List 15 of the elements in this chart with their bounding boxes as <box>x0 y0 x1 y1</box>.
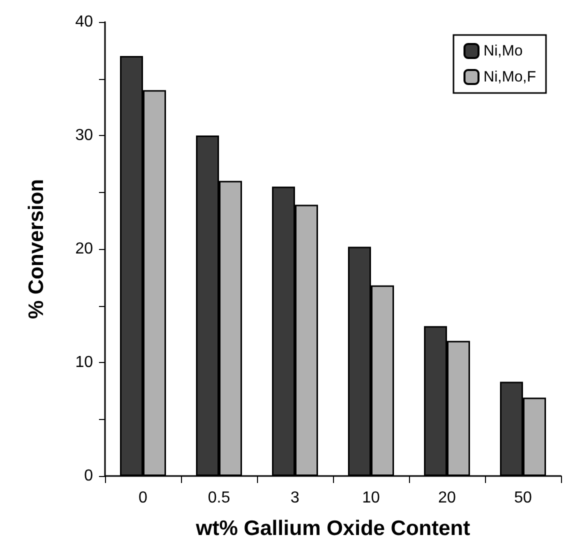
x-tick-label: 3 <box>290 490 300 506</box>
legend-label: Ni,Mo <box>484 42 523 60</box>
legend-label: Ni,Mo,F <box>484 68 536 86</box>
x-tick-label: 20 <box>438 490 456 506</box>
y-tick-label: 30 <box>75 127 94 144</box>
x-tick-label: 10 <box>362 490 380 506</box>
y-tick-label: 20 <box>75 240 94 258</box>
x-tick-label: 0 <box>138 490 148 506</box>
x-axis-title: wt% Gallium Oxide Content <box>194 517 470 540</box>
y-tick-label: 10 <box>75 354 94 371</box>
y-axis-title: % Conversion <box>25 178 48 320</box>
x-tick-label: 50 <box>514 490 532 506</box>
x-tick-label: 0.5 <box>208 490 230 506</box>
y-tick-label: 40 <box>75 14 94 30</box>
y-tick-label: 0 <box>84 468 94 484</box>
